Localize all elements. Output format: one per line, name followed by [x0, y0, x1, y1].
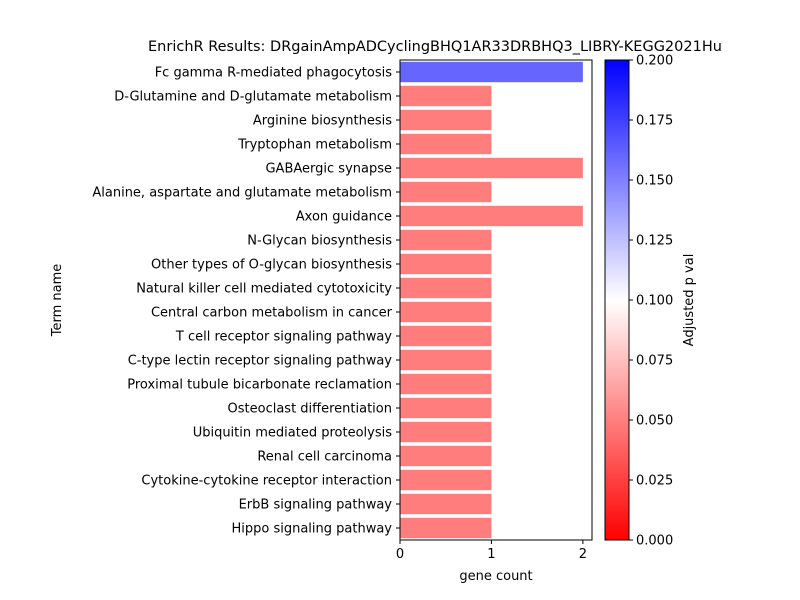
y-tick-label: C-type lectin receptor signaling pathway: [128, 354, 393, 369]
x-axis-ticks: 0 1 2: [396, 540, 587, 562]
y-tick-label: GABAergic synapse: [265, 162, 392, 177]
bar: [400, 517, 492, 539]
y-tick-label: Osteoclast differentiation: [228, 402, 392, 417]
colorbar-tick-label: 0.100: [636, 294, 673, 309]
colorbar-label: Adjusted p val: [682, 254, 697, 347]
colorbar-tick-label: 0.025: [636, 474, 673, 489]
colorbar-tick-label: 0.200: [636, 54, 673, 69]
y-tick-label: Fc gamma R-mediated phagocytosis: [155, 66, 393, 81]
bar: [400, 469, 492, 491]
bar: [400, 205, 583, 227]
colorbar-tick-label: 0.125: [636, 234, 673, 249]
x-tick-label: 1: [487, 547, 495, 562]
bar: [400, 445, 492, 467]
colorbar-tick-label: 0.075: [636, 354, 673, 369]
y-tick-label: Hippo signaling pathway: [231, 522, 392, 537]
y-tick-label: Alanine, aspartate and glutamate metabol…: [92, 186, 392, 201]
y-tick-label: ErbB signaling pathway: [239, 498, 393, 513]
bar: [400, 229, 492, 251]
y-tick-label: Central carbon metabolism in cancer: [151, 306, 393, 321]
x-tick-label: 2: [579, 547, 587, 562]
y-tick-label: Tryptophan metabolism: [237, 138, 392, 153]
bar: [400, 85, 492, 107]
bar: [400, 277, 492, 299]
colorbar-tick-label: 0.050: [636, 414, 673, 429]
y-tick-label: Other types of O-glycan biosynthesis: [151, 258, 392, 273]
x-axis-label: gene count: [459, 569, 532, 584]
bar: [400, 325, 492, 347]
colorbar-tick-label: 0.175: [636, 114, 673, 129]
x-tick-label: 0: [396, 547, 404, 562]
y-tick-label: Renal cell carcinoma: [257, 450, 392, 465]
bar: [400, 157, 583, 179]
bar: [400, 181, 492, 203]
bar: [400, 493, 492, 515]
y-tick-label: Axon guidance: [296, 210, 392, 225]
y-tick-label: Cytokine-cytokine receptor interaction: [141, 474, 392, 489]
bar: [400, 349, 492, 371]
bar: [400, 373, 492, 395]
y-axis-label: Term name: [50, 264, 65, 338]
y-tick-label: T cell receptor signaling pathway: [175, 330, 392, 345]
y-tick-label: Arginine biosynthesis: [253, 114, 392, 129]
y-tick-label: Natural killer cell mediated cytotoxicit…: [136, 282, 392, 297]
y-tick-label: Ubiquitin mediated proteolysis: [193, 426, 393, 441]
colorbar-tick-label: 0.150: [636, 174, 673, 189]
bar: [400, 133, 492, 155]
bar: [400, 301, 492, 323]
bar: [400, 253, 492, 275]
bar: [400, 421, 492, 443]
y-tick-labels: Fc gamma R-mediated phagocytosis D-Glutam…: [92, 66, 400, 537]
colorbar: [604, 59, 630, 541]
plot-frame: [399, 59, 593, 541]
bar: [400, 61, 583, 83]
y-tick-label: N-Glycan biosynthesis: [247, 234, 392, 249]
bar: [400, 109, 492, 131]
bars-group: [400, 61, 583, 539]
y-tick-label: D-Glutamine and D-glutamate metabolism: [114, 90, 392, 105]
chart-title: EnrichR Results: DRgainAmpADCyclingBHQ1A…: [148, 39, 722, 55]
colorbar-ticks: 0.000 0.025 0.050 0.075 0.100 0.125 0.150 0.175…: [629, 54, 673, 549]
colorbar-tick-label: 0.000: [636, 534, 673, 549]
bar: [400, 397, 492, 419]
y-tick-label: Proximal tubule bicarbonate reclamation: [127, 378, 392, 393]
